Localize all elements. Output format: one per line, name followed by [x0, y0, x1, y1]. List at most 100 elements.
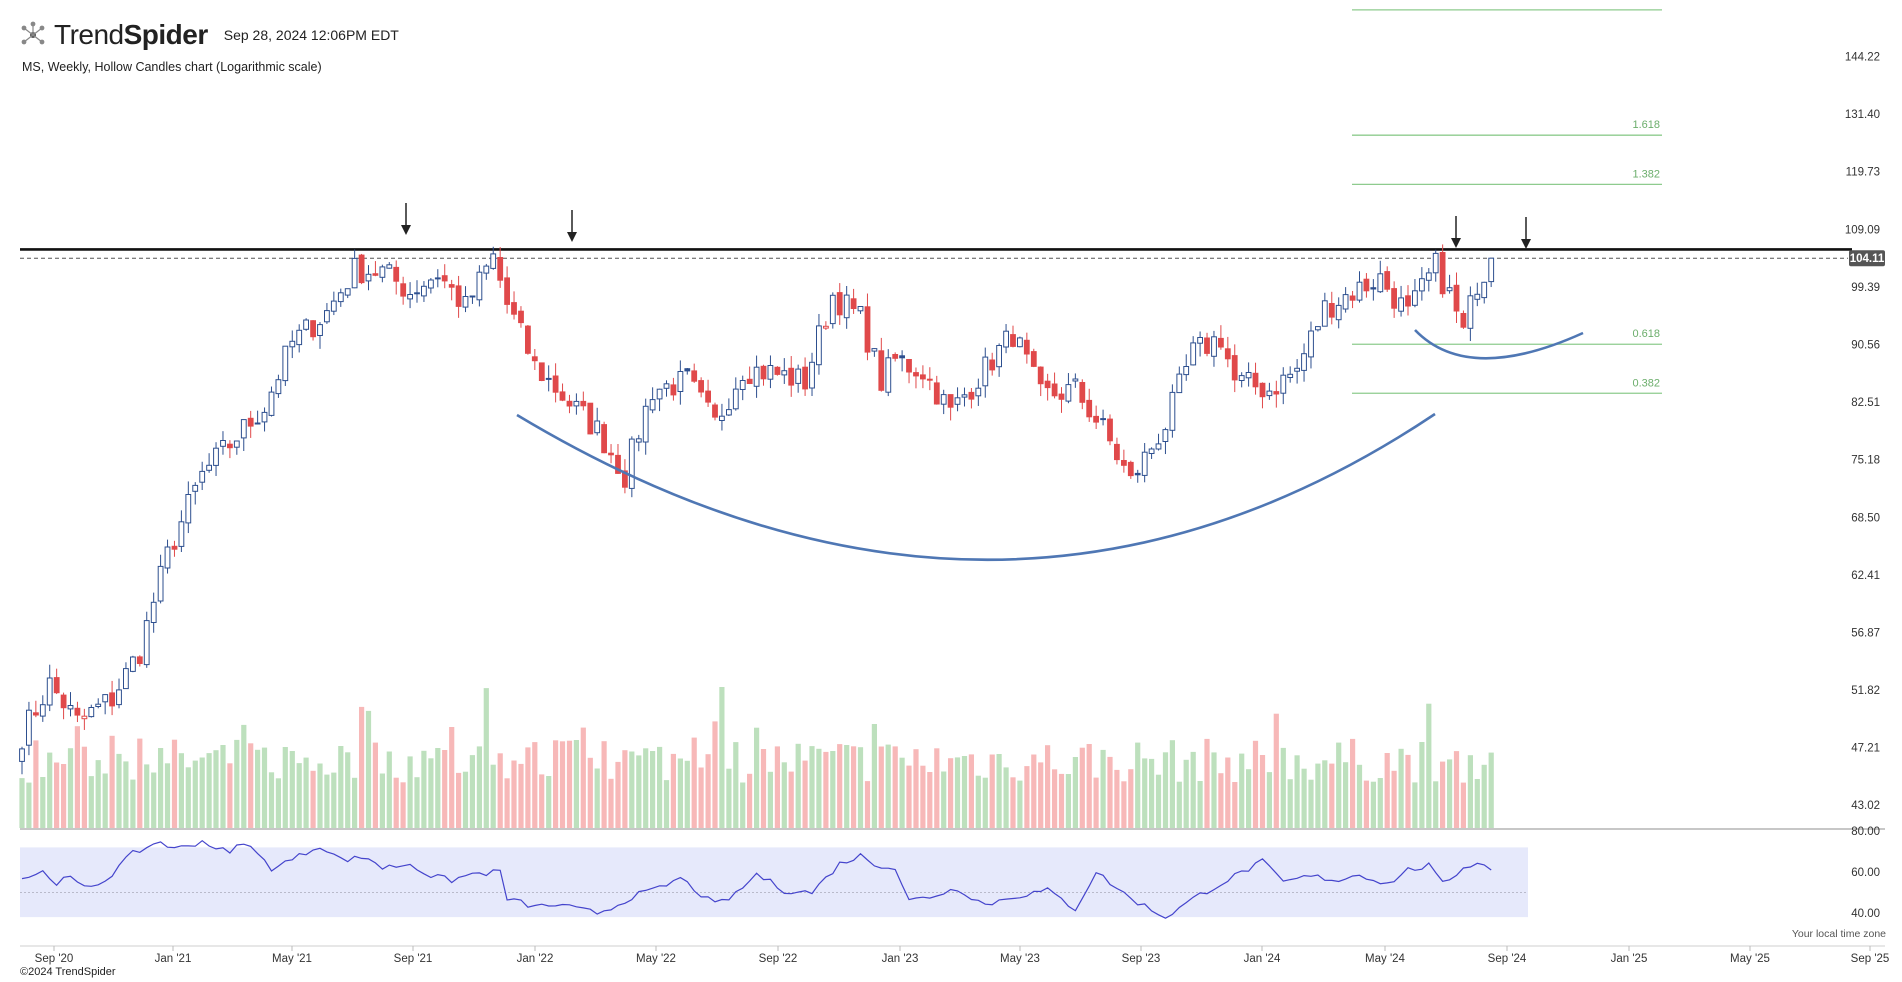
candle-body	[1010, 334, 1016, 347]
candle-body	[414, 292, 420, 295]
x-axis-label: Jan '24	[1244, 953, 1281, 965]
candle-body	[143, 620, 150, 666]
candle-body	[1211, 336, 1217, 357]
volume-bar	[566, 740, 573, 828]
candle	[580, 391, 587, 411]
volume-bar	[1003, 767, 1009, 828]
candle	[1010, 325, 1016, 348]
x-axis-label: Sep '21	[394, 953, 433, 965]
candle-body	[739, 380, 746, 390]
candle	[372, 261, 379, 277]
trendspider-logo-icon	[18, 20, 48, 50]
candle-body	[1467, 295, 1474, 329]
volume-bar	[317, 763, 323, 828]
volume-bar	[116, 753, 122, 828]
candle	[448, 279, 455, 301]
volume-bar	[1017, 780, 1023, 828]
candle-body	[275, 379, 282, 395]
volume-bar	[1252, 740, 1259, 828]
candle	[760, 364, 767, 386]
candle-body	[1474, 293, 1481, 300]
volume-bar	[275, 778, 281, 828]
volume-bar	[469, 755, 475, 828]
volume-bar	[795, 743, 801, 828]
candle-body	[1141, 451, 1148, 476]
volume-bar	[864, 781, 871, 828]
candle	[19, 746, 25, 775]
volume-bar	[1329, 763, 1335, 828]
price-axis-label: 144.22	[1845, 51, 1880, 63]
candle-body	[1363, 278, 1370, 292]
candle	[843, 285, 850, 329]
price-axis-label: 75.18	[1851, 455, 1880, 467]
candle	[1058, 387, 1065, 413]
volume-bar	[1280, 747, 1286, 828]
candle-body	[580, 400, 587, 407]
rsi-axis-label: 40.00	[1851, 908, 1880, 920]
candle-body	[233, 440, 240, 448]
candle-body	[102, 694, 109, 703]
candle-body	[261, 411, 268, 423]
candle-body	[1252, 372, 1259, 388]
candle-body	[947, 394, 954, 408]
volume-bar	[345, 752, 351, 828]
candle	[1460, 310, 1467, 329]
candle-body	[164, 546, 171, 569]
last-price-badge	[1849, 250, 1885, 267]
candle-body	[1391, 288, 1397, 309]
volume-bar	[365, 710, 372, 828]
candle	[663, 380, 670, 397]
volume-bar	[573, 740, 579, 828]
candle-body	[1072, 378, 1079, 382]
volume-bar	[851, 746, 857, 828]
candle-body	[1079, 382, 1086, 403]
candle	[310, 320, 317, 341]
candle-body	[1100, 418, 1106, 421]
volume-bar	[1322, 760, 1328, 828]
volume-bar	[650, 751, 656, 828]
volume-bar	[61, 764, 67, 828]
candle-body	[1259, 382, 1266, 398]
candle-body	[608, 452, 614, 456]
candle-body	[788, 367, 795, 386]
volume-bar	[525, 747, 531, 828]
fib-level-label: 1.618	[1632, 119, 1660, 131]
rsi-band	[20, 847, 1528, 918]
volume-bar	[40, 777, 46, 828]
candle-body	[497, 257, 504, 281]
candle-body	[1349, 295, 1356, 301]
volume-bar	[462, 771, 469, 828]
candle	[1224, 336, 1231, 368]
candle	[1079, 379, 1086, 410]
candle	[1023, 332, 1030, 364]
volume-bar	[1384, 753, 1390, 828]
volume-bar	[1412, 782, 1418, 828]
candle-body	[330, 300, 337, 312]
candle-body	[1162, 429, 1169, 443]
volume-bar	[26, 782, 32, 828]
price-axis-label: 47.21	[1851, 743, 1880, 755]
candle-body	[476, 271, 483, 301]
volume-bar	[1155, 774, 1162, 828]
candle	[1412, 278, 1418, 308]
candle-body	[823, 325, 829, 329]
volume-bar	[913, 749, 919, 828]
candle	[455, 275, 462, 318]
candle-body	[123, 668, 129, 690]
candle	[428, 277, 434, 294]
candle	[545, 365, 552, 392]
candle-body	[1114, 443, 1120, 461]
candle	[95, 698, 102, 709]
candle-body	[982, 356, 989, 387]
volume-bar	[1162, 752, 1169, 828]
candle-body	[490, 253, 497, 269]
volume-bar	[338, 746, 344, 828]
copyright-text: ©2024 TrendSpider	[20, 966, 116, 978]
candle	[136, 655, 143, 667]
price-axis-label: 68.50	[1851, 512, 1880, 524]
candle	[1252, 362, 1259, 395]
candle-body	[1273, 391, 1280, 395]
candle-body	[1169, 391, 1176, 431]
candle-body	[1301, 353, 1307, 371]
candle-body	[1065, 384, 1072, 402]
